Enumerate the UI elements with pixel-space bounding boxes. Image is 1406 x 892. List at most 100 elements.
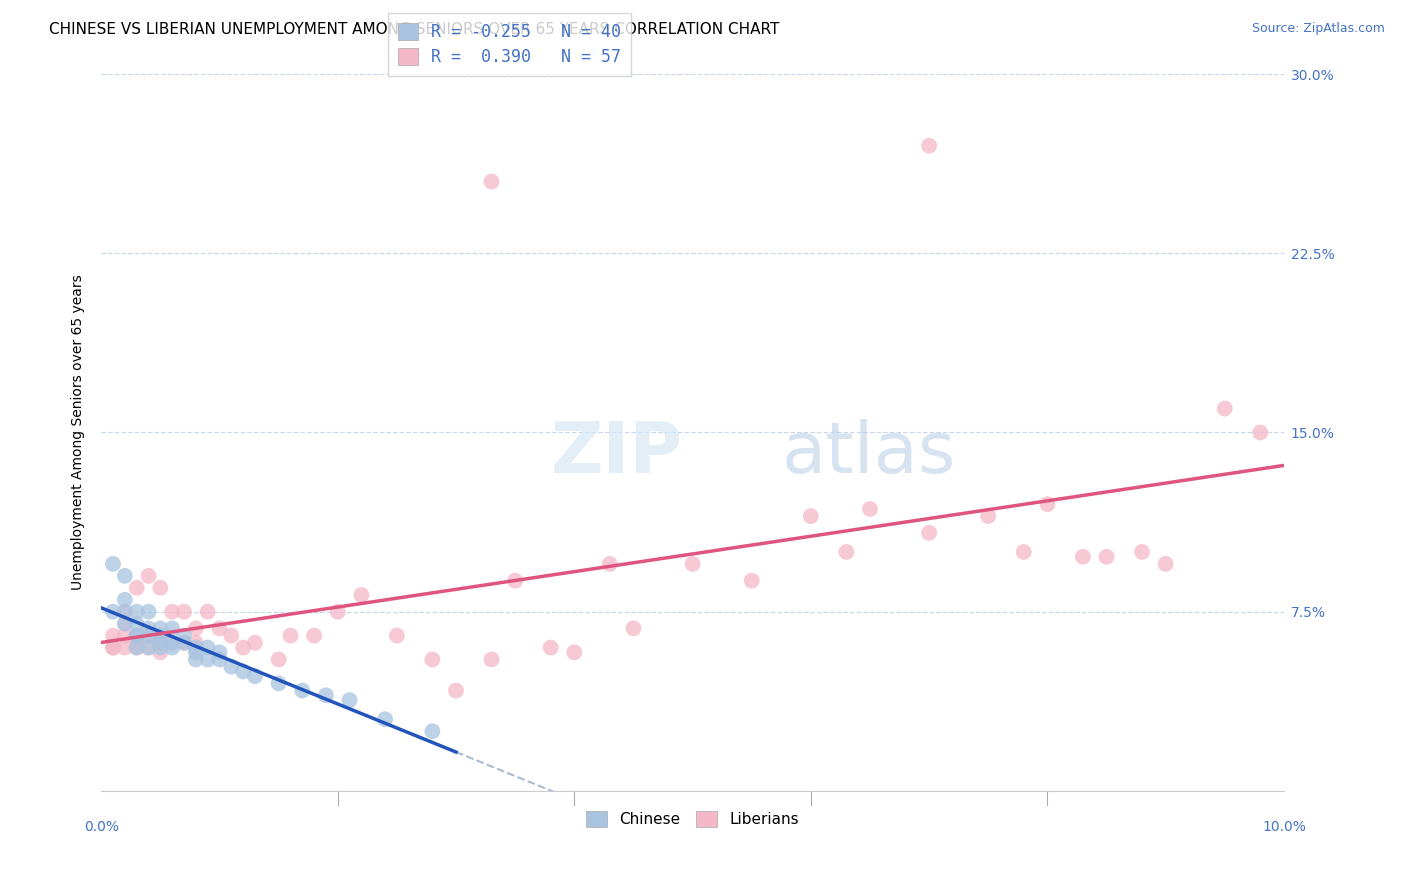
Point — [385, 629, 408, 643]
Point — [267, 676, 290, 690]
Point — [315, 689, 337, 703]
Point — [138, 629, 160, 643]
Point — [977, 509, 1000, 524]
Point — [149, 629, 172, 643]
Point — [1071, 549, 1094, 564]
Point — [138, 622, 160, 636]
Point — [243, 636, 266, 650]
Point — [481, 175, 503, 189]
Text: Source: ZipAtlas.com: Source: ZipAtlas.com — [1251, 22, 1385, 36]
Point — [741, 574, 763, 588]
Point — [280, 629, 302, 643]
Text: 0.0%: 0.0% — [84, 820, 118, 834]
Point — [422, 724, 444, 739]
Point — [503, 574, 526, 588]
Point — [267, 652, 290, 666]
Point — [1012, 545, 1035, 559]
Point — [184, 640, 207, 655]
Point — [184, 622, 207, 636]
Point — [125, 629, 148, 643]
Point — [374, 712, 396, 726]
Point — [221, 629, 243, 643]
Point — [197, 605, 219, 619]
Text: atlas: atlas — [782, 419, 956, 489]
Point — [302, 629, 325, 643]
Point — [562, 645, 585, 659]
Point — [149, 640, 172, 655]
Point — [160, 640, 183, 655]
Point — [243, 669, 266, 683]
Point — [173, 605, 195, 619]
Point — [1036, 497, 1059, 511]
Point — [114, 605, 136, 619]
Point — [101, 640, 124, 655]
Point — [481, 652, 503, 666]
Point — [291, 683, 314, 698]
Point — [114, 605, 136, 619]
Point — [114, 640, 136, 655]
Point — [138, 629, 160, 643]
Point — [918, 525, 941, 540]
Text: ZIP: ZIP — [551, 419, 683, 489]
Point — [599, 557, 621, 571]
Point — [101, 629, 124, 643]
Legend: Chinese, Liberians: Chinese, Liberians — [579, 805, 806, 833]
Point — [114, 629, 136, 643]
Point — [835, 545, 858, 559]
Point — [184, 652, 207, 666]
Point — [422, 652, 444, 666]
Point — [173, 636, 195, 650]
Y-axis label: Unemployment Among Seniors over 65 years: Unemployment Among Seniors over 65 years — [72, 275, 86, 591]
Point — [138, 640, 160, 655]
Point — [184, 645, 207, 659]
Text: CHINESE VS LIBERIAN UNEMPLOYMENT AMONG SENIORS OVER 65 YEARS CORRELATION CHART: CHINESE VS LIBERIAN UNEMPLOYMENT AMONG S… — [49, 22, 779, 37]
Point — [918, 138, 941, 153]
Point — [125, 640, 148, 655]
Point — [197, 652, 219, 666]
Point — [173, 629, 195, 643]
Point — [125, 581, 148, 595]
Point — [1095, 549, 1118, 564]
Point — [173, 636, 195, 650]
Point — [149, 645, 172, 659]
Point — [339, 693, 361, 707]
Point — [160, 605, 183, 619]
Point — [623, 622, 645, 636]
Point — [221, 659, 243, 673]
Point — [682, 557, 704, 571]
Point — [160, 636, 183, 650]
Point — [208, 652, 231, 666]
Point — [125, 616, 148, 631]
Text: 10.0%: 10.0% — [1263, 820, 1306, 834]
Point — [160, 636, 183, 650]
Point — [114, 616, 136, 631]
Point — [114, 569, 136, 583]
Point — [1154, 557, 1177, 571]
Point — [138, 569, 160, 583]
Point — [350, 588, 373, 602]
Point — [125, 640, 148, 655]
Point — [540, 640, 562, 655]
Point — [125, 605, 148, 619]
Point — [101, 640, 124, 655]
Point — [1130, 545, 1153, 559]
Point — [326, 605, 349, 619]
Point — [149, 622, 172, 636]
Point — [1213, 401, 1236, 416]
Point — [149, 636, 172, 650]
Point — [149, 636, 172, 650]
Point — [125, 629, 148, 643]
Point — [800, 509, 823, 524]
Point — [444, 683, 467, 698]
Point — [138, 605, 160, 619]
Point — [125, 636, 148, 650]
Point — [160, 622, 183, 636]
Point — [149, 581, 172, 595]
Point — [859, 502, 882, 516]
Point — [114, 592, 136, 607]
Point — [101, 557, 124, 571]
Point — [138, 640, 160, 655]
Point — [125, 629, 148, 643]
Point — [101, 605, 124, 619]
Point — [184, 636, 207, 650]
